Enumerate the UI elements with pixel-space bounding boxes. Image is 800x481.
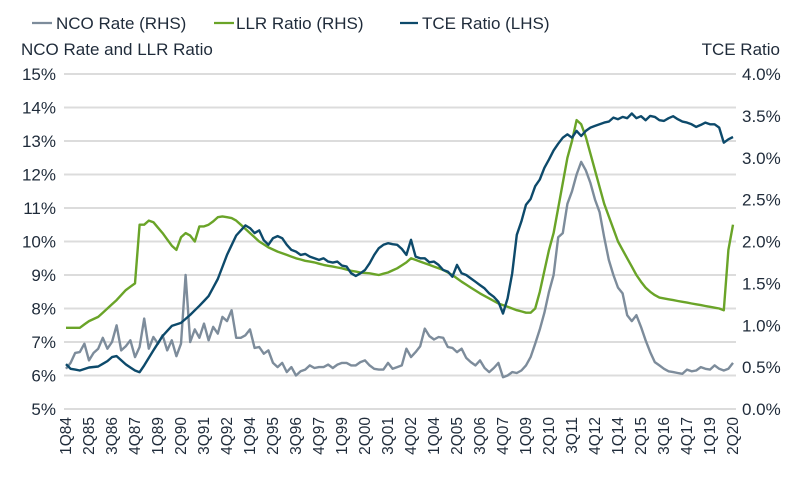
right-tick-label: 1.5% (742, 274, 781, 293)
right-tick-label: 2.0% (742, 233, 781, 252)
x-tick-label: 2Q85 (81, 417, 98, 455)
right-axis-title: TCE Ratio (702, 40, 780, 59)
x-tick-label: 3Q91 (196, 417, 213, 455)
left-tick-label: 15% (22, 65, 56, 84)
x-tick-label: 2Q05 (449, 417, 466, 455)
x-tick-label: 2Q20 (725, 417, 742, 455)
left-axis-title: NCO Rate and LLR Ratio (21, 40, 213, 59)
x-tick-label: 1Q84 (58, 417, 75, 455)
x-tick-label: 2Q90 (173, 417, 190, 455)
legend-label-nco: NCO Rate (RHS) (56, 14, 186, 33)
right-axis-ticks: 0.0% 0.5% 1.0% 1.5% 2.0% 2.5% 3.0% 3.5% 4.0% (742, 65, 781, 419)
left-tick-label: 8% (31, 300, 56, 319)
left-tick-label: 10% (22, 233, 56, 252)
left-tick-label: 13% (22, 132, 56, 151)
x-tick-label: 4Q02 (403, 417, 420, 455)
x-tick-label: 3Q96 (288, 417, 305, 455)
x-tick-label: 3Q06 (472, 417, 489, 455)
x-tick-label: 3Q01 (380, 417, 397, 455)
x-tick-label: 4Q97 (311, 417, 328, 455)
x-tick-label: 2Q15 (633, 417, 650, 455)
left-tick-label: 11% (23, 199, 56, 218)
x-tick-label: 4Q12 (587, 417, 604, 455)
left-tick-label: 5% (31, 400, 56, 419)
right-tick-label: 2.5% (742, 191, 781, 210)
x-tick-label: 1Q14 (610, 417, 627, 455)
x-axis-ticks: 1Q84 2Q85 3Q86 4Q87 1Q89 2Q90 3Q91 4Q92 1Q94 2Q95… (58, 417, 742, 455)
x-tick-label: 1Q99 (334, 417, 351, 455)
x-tick-label: 3Q16 (656, 417, 673, 455)
left-axis-ticks: 5% 6% 7% 8% 9% 10% 11% 12% 13% 14% 15% (22, 65, 56, 419)
series-group (65, 112, 735, 379)
gridlines (64, 73, 736, 410)
x-tick-label: 4Q87 (127, 417, 144, 455)
x-tick-label: 2Q00 (357, 417, 374, 455)
x-tick-label: 1Q19 (702, 417, 719, 455)
x-tick-label: 1Q89 (150, 417, 167, 455)
left-tick-label: 6% (31, 367, 56, 386)
x-tick-label: 4Q07 (495, 417, 512, 455)
x-tick-label: 2Q95 (265, 417, 282, 455)
x-tick-label: 3Q86 (104, 417, 121, 455)
legend-label-llr: LLR Ratio (RHS) (236, 14, 364, 33)
x-tick-label: 4Q17 (679, 417, 696, 455)
left-tick-label: 9% (31, 266, 56, 285)
series-line-tce (65, 112, 734, 374)
left-tick-label: 14% (22, 99, 56, 118)
legend-label-tce: TCE Ratio (LHS) (422, 14, 550, 33)
left-tick-label: 12% (22, 166, 56, 185)
legend: NCO Rate (RHS) LLR Ratio (RHS) TCE Ratio… (32, 14, 550, 33)
right-tick-label: 3.5% (742, 107, 781, 126)
series-line-nco (65, 160, 734, 379)
x-tick-label: 2Q10 (541, 417, 558, 455)
series-line-llr (66, 118, 735, 329)
x-tick-label: 3Q11 (564, 417, 581, 454)
right-tick-label: 4.0% (742, 65, 781, 84)
right-tick-label: 1.0% (742, 316, 781, 335)
x-tick-label: 1Q94 (242, 417, 259, 455)
right-tick-label: 0.5% (742, 358, 781, 377)
x-tick-label: 1Q04 (426, 417, 443, 455)
x-tick-label: 4Q92 (219, 417, 236, 455)
right-tick-label: 0.0% (742, 400, 781, 419)
x-tick-label: 1Q09 (518, 417, 535, 455)
left-tick-label: 7% (31, 333, 56, 352)
right-tick-label: 3.0% (742, 149, 781, 168)
